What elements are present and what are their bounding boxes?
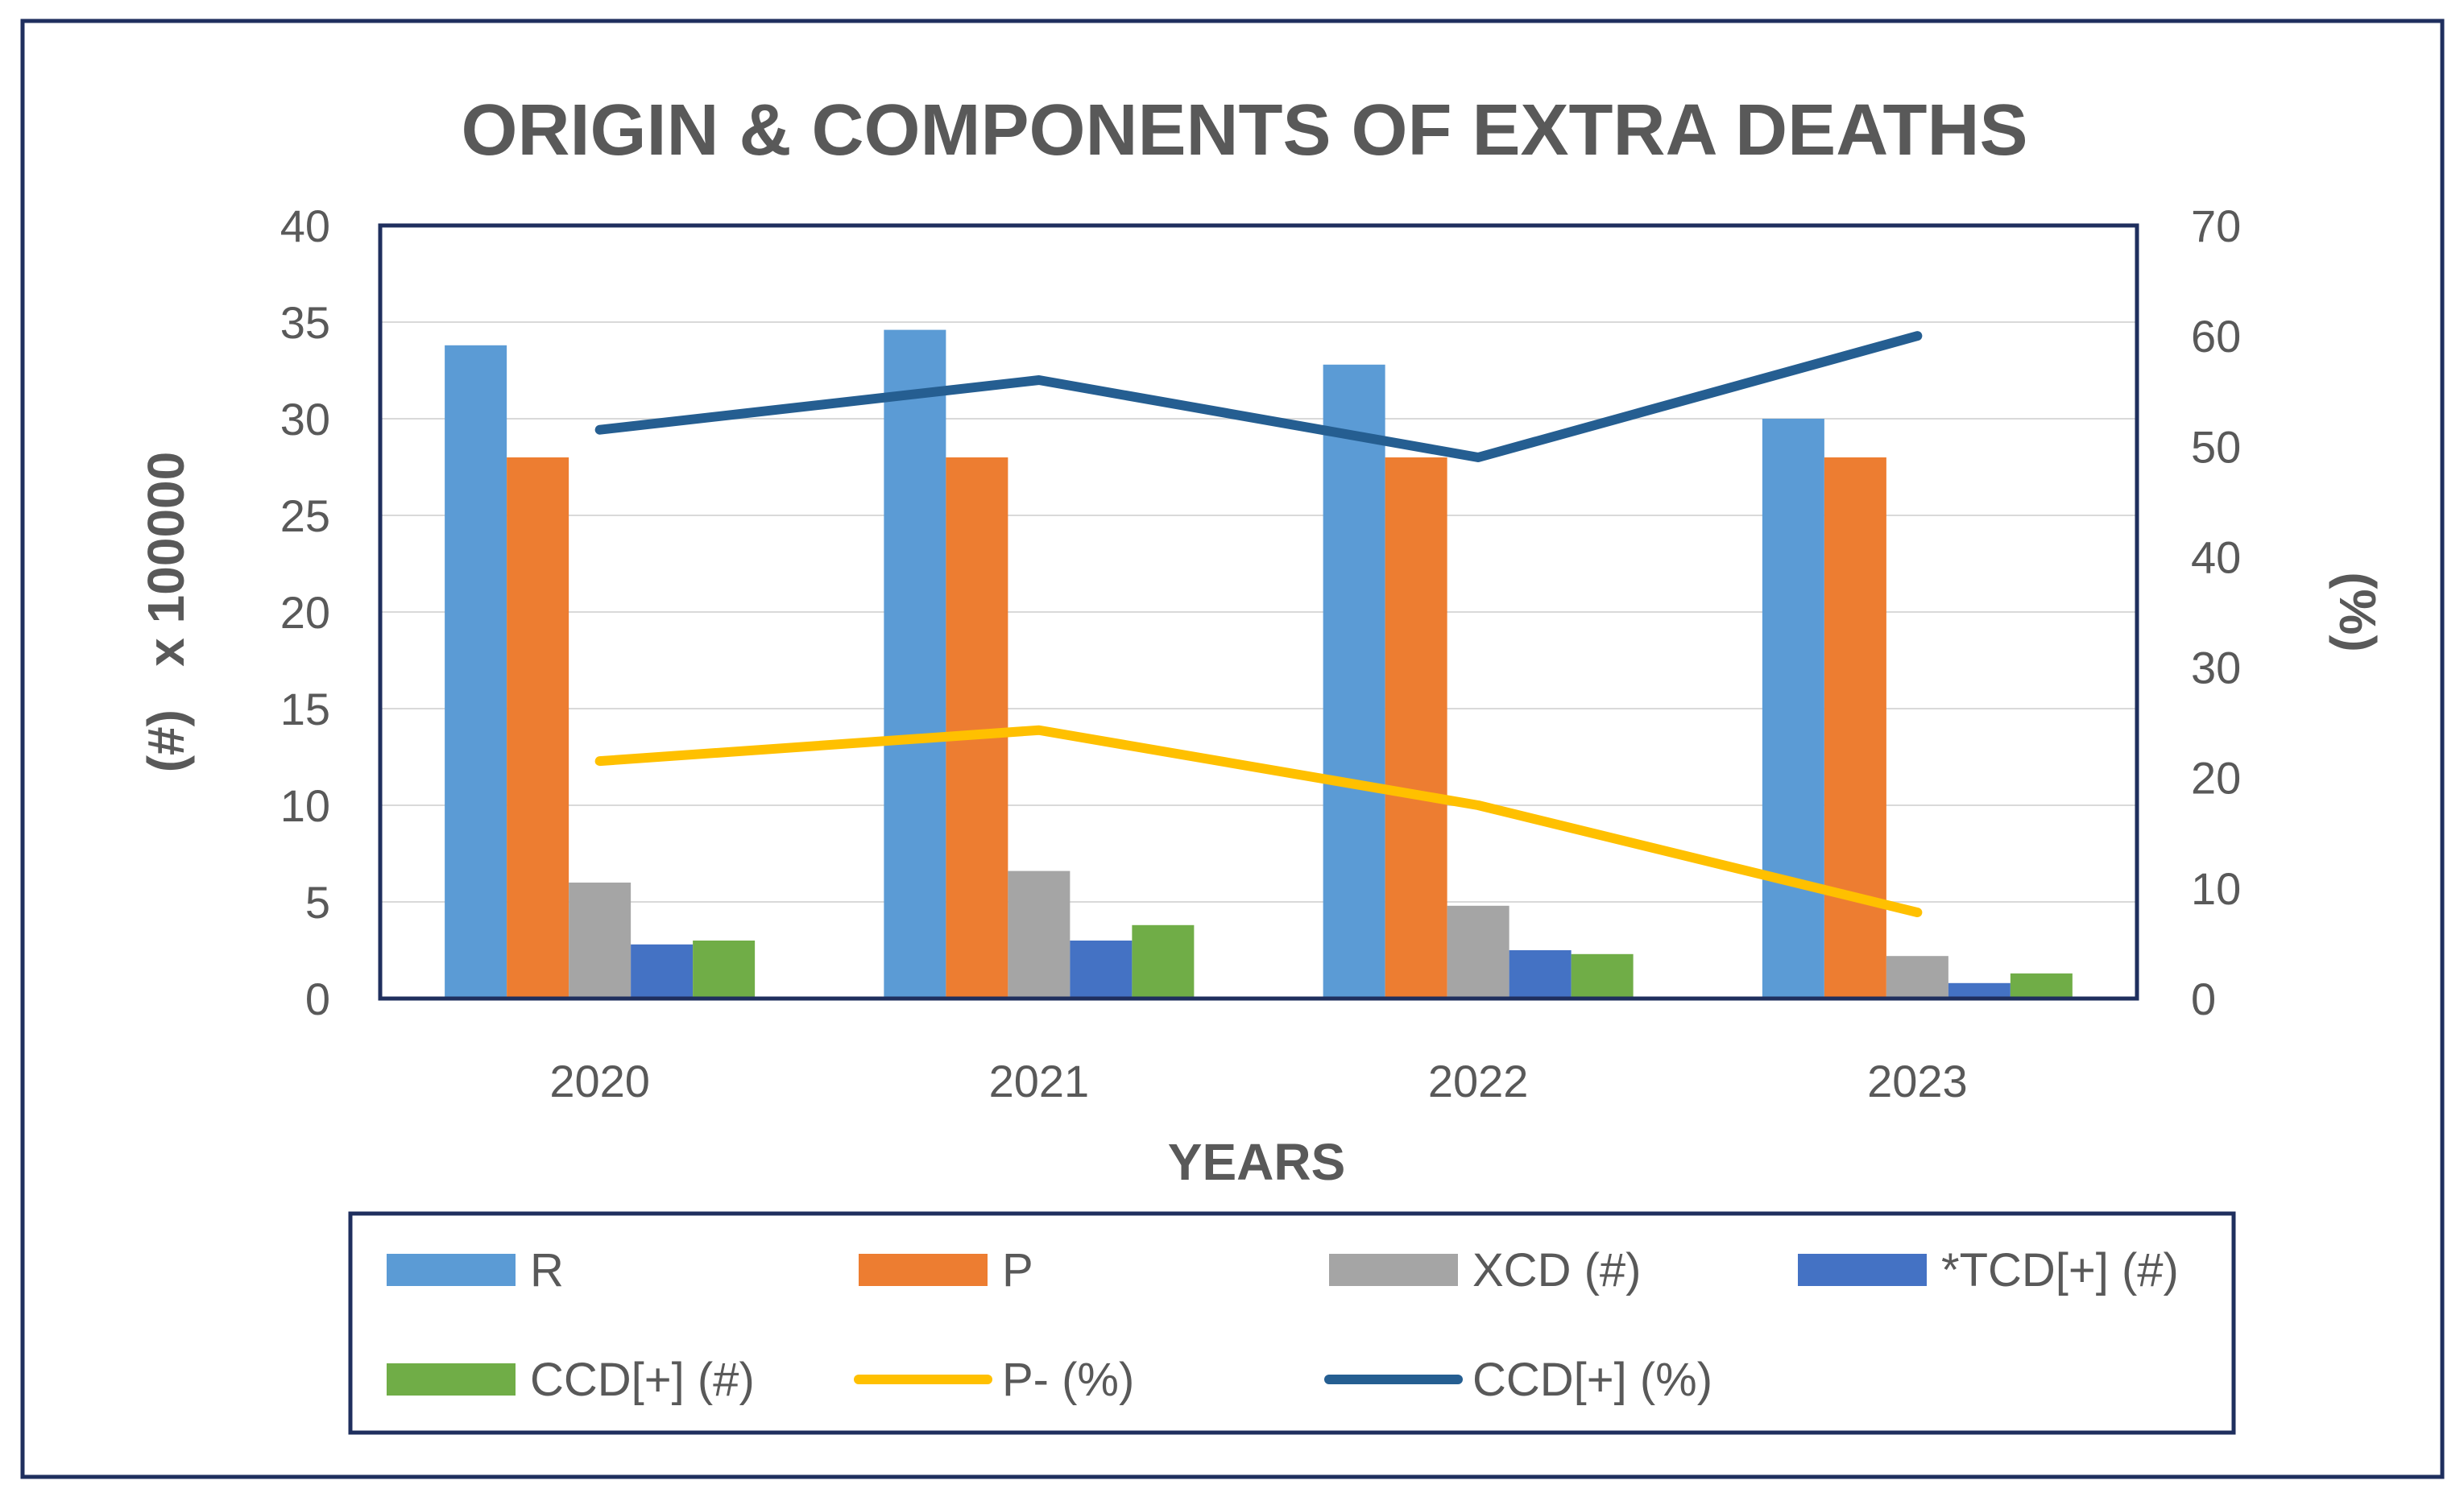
y-left-tick-label: 15 (280, 684, 330, 734)
bar-series-group (445, 329, 2073, 999)
y-left-tick-label: 30 (280, 394, 330, 445)
x-axis-ticks: 2020 2021 2022 2023 (549, 1056, 1967, 1106)
y-right-tick-label: 50 (2191, 421, 2241, 472)
legend-swatch (859, 1254, 988, 1286)
bar-ccd-2021 (1132, 924, 1195, 999)
x-tick-label: 2023 (1867, 1056, 1968, 1106)
y-right-tick-label: 70 (2191, 201, 2241, 251)
line-series-group (594, 331, 1923, 918)
y-right-tick-label: 10 (2191, 863, 2241, 914)
bar-r-2020 (445, 345, 507, 999)
y-left-tick-label: 25 (280, 490, 330, 541)
bar-r-2021 (884, 329, 946, 999)
x-tick-label: 2021 (989, 1056, 1090, 1106)
legend-label: *TCD[+] (#) (1941, 1244, 2179, 1296)
bar-tcd-2021 (1070, 941, 1133, 999)
y-right-tick-label: 30 (2191, 643, 2241, 693)
plot-area-frame (378, 223, 2139, 1001)
bar-xcd-2023 (1886, 956, 1948, 999)
left-axis-ticks: 0 5 10 15 20 25 30 35 40 (280, 201, 330, 1024)
bar-tcd-2022 (1509, 950, 1572, 999)
bar-ccd-2020 (693, 941, 756, 999)
legend-swatch (1798, 1254, 1927, 1286)
x-tick-label: 2020 (549, 1056, 650, 1106)
bar-p-2023 (1824, 457, 1886, 999)
bar-ccd-2023 (2010, 973, 2073, 999)
y-left-tick-label: 40 (280, 201, 330, 251)
y-right-tick-label: 0 (2191, 974, 2216, 1024)
bar-r-2023 (1762, 419, 1824, 999)
x-tick-label: 2022 (1428, 1056, 1529, 1106)
line-ccd (594, 331, 1923, 462)
y-left-tick-label: 20 (280, 587, 330, 638)
bar-xcd-2022 (1447, 905, 1509, 999)
bar-p-2020 (507, 457, 569, 999)
legend-swatch (1329, 1254, 1458, 1286)
bar-xcd-2020 (569, 883, 632, 999)
legend: R P XCD (#) *TCD[+] (#) CCD[+] (#) P- (%) CCD[… (387, 1244, 2179, 1406)
x-axis-title: YEARS (1168, 1133, 1346, 1191)
legend-label: R (530, 1244, 564, 1296)
bar-p-2022 (1385, 457, 1447, 999)
right-axis-ticks: 0 10 20 30 40 50 60 70 (2191, 201, 2241, 1024)
bar-tcd-2020 (631, 944, 694, 999)
y-left-tick-label: 0 (305, 974, 330, 1024)
line-p (594, 725, 1923, 918)
legend-swatch (387, 1363, 516, 1396)
y-left-tick-label: 5 (305, 877, 330, 928)
legend-label: CCD[+] (#) (530, 1354, 755, 1406)
bar-ccd-2022 (1571, 953, 1634, 999)
y-right-tick-label: 20 (2191, 753, 2241, 804)
left-axis-title: (#) x 100000 (137, 452, 195, 773)
right-axis-title: (%) (2329, 572, 2387, 652)
legend-label: P (1002, 1244, 1033, 1296)
legend-label: CCD[+] (%) (1472, 1354, 1712, 1406)
bar-r-2022 (1323, 364, 1385, 999)
y-left-tick-label: 35 (280, 297, 330, 348)
y-right-tick-label: 40 (2191, 531, 2241, 582)
bar-p-2021 (946, 457, 1008, 999)
y-right-tick-label: 60 (2191, 311, 2241, 362)
bar-tcd-2023 (1948, 982, 2011, 999)
legend-label: XCD (#) (1472, 1244, 1641, 1296)
legend-swatch (387, 1254, 516, 1286)
y-left-tick-label: 10 (280, 780, 330, 831)
legend-frame (348, 1211, 2236, 1435)
bar-xcd-2021 (1008, 870, 1070, 999)
chart-title: ORIGIN & COMPONENTS OF EXTRA DEATHS (461, 90, 2027, 171)
legend-label: P- (%) (1002, 1354, 1134, 1406)
